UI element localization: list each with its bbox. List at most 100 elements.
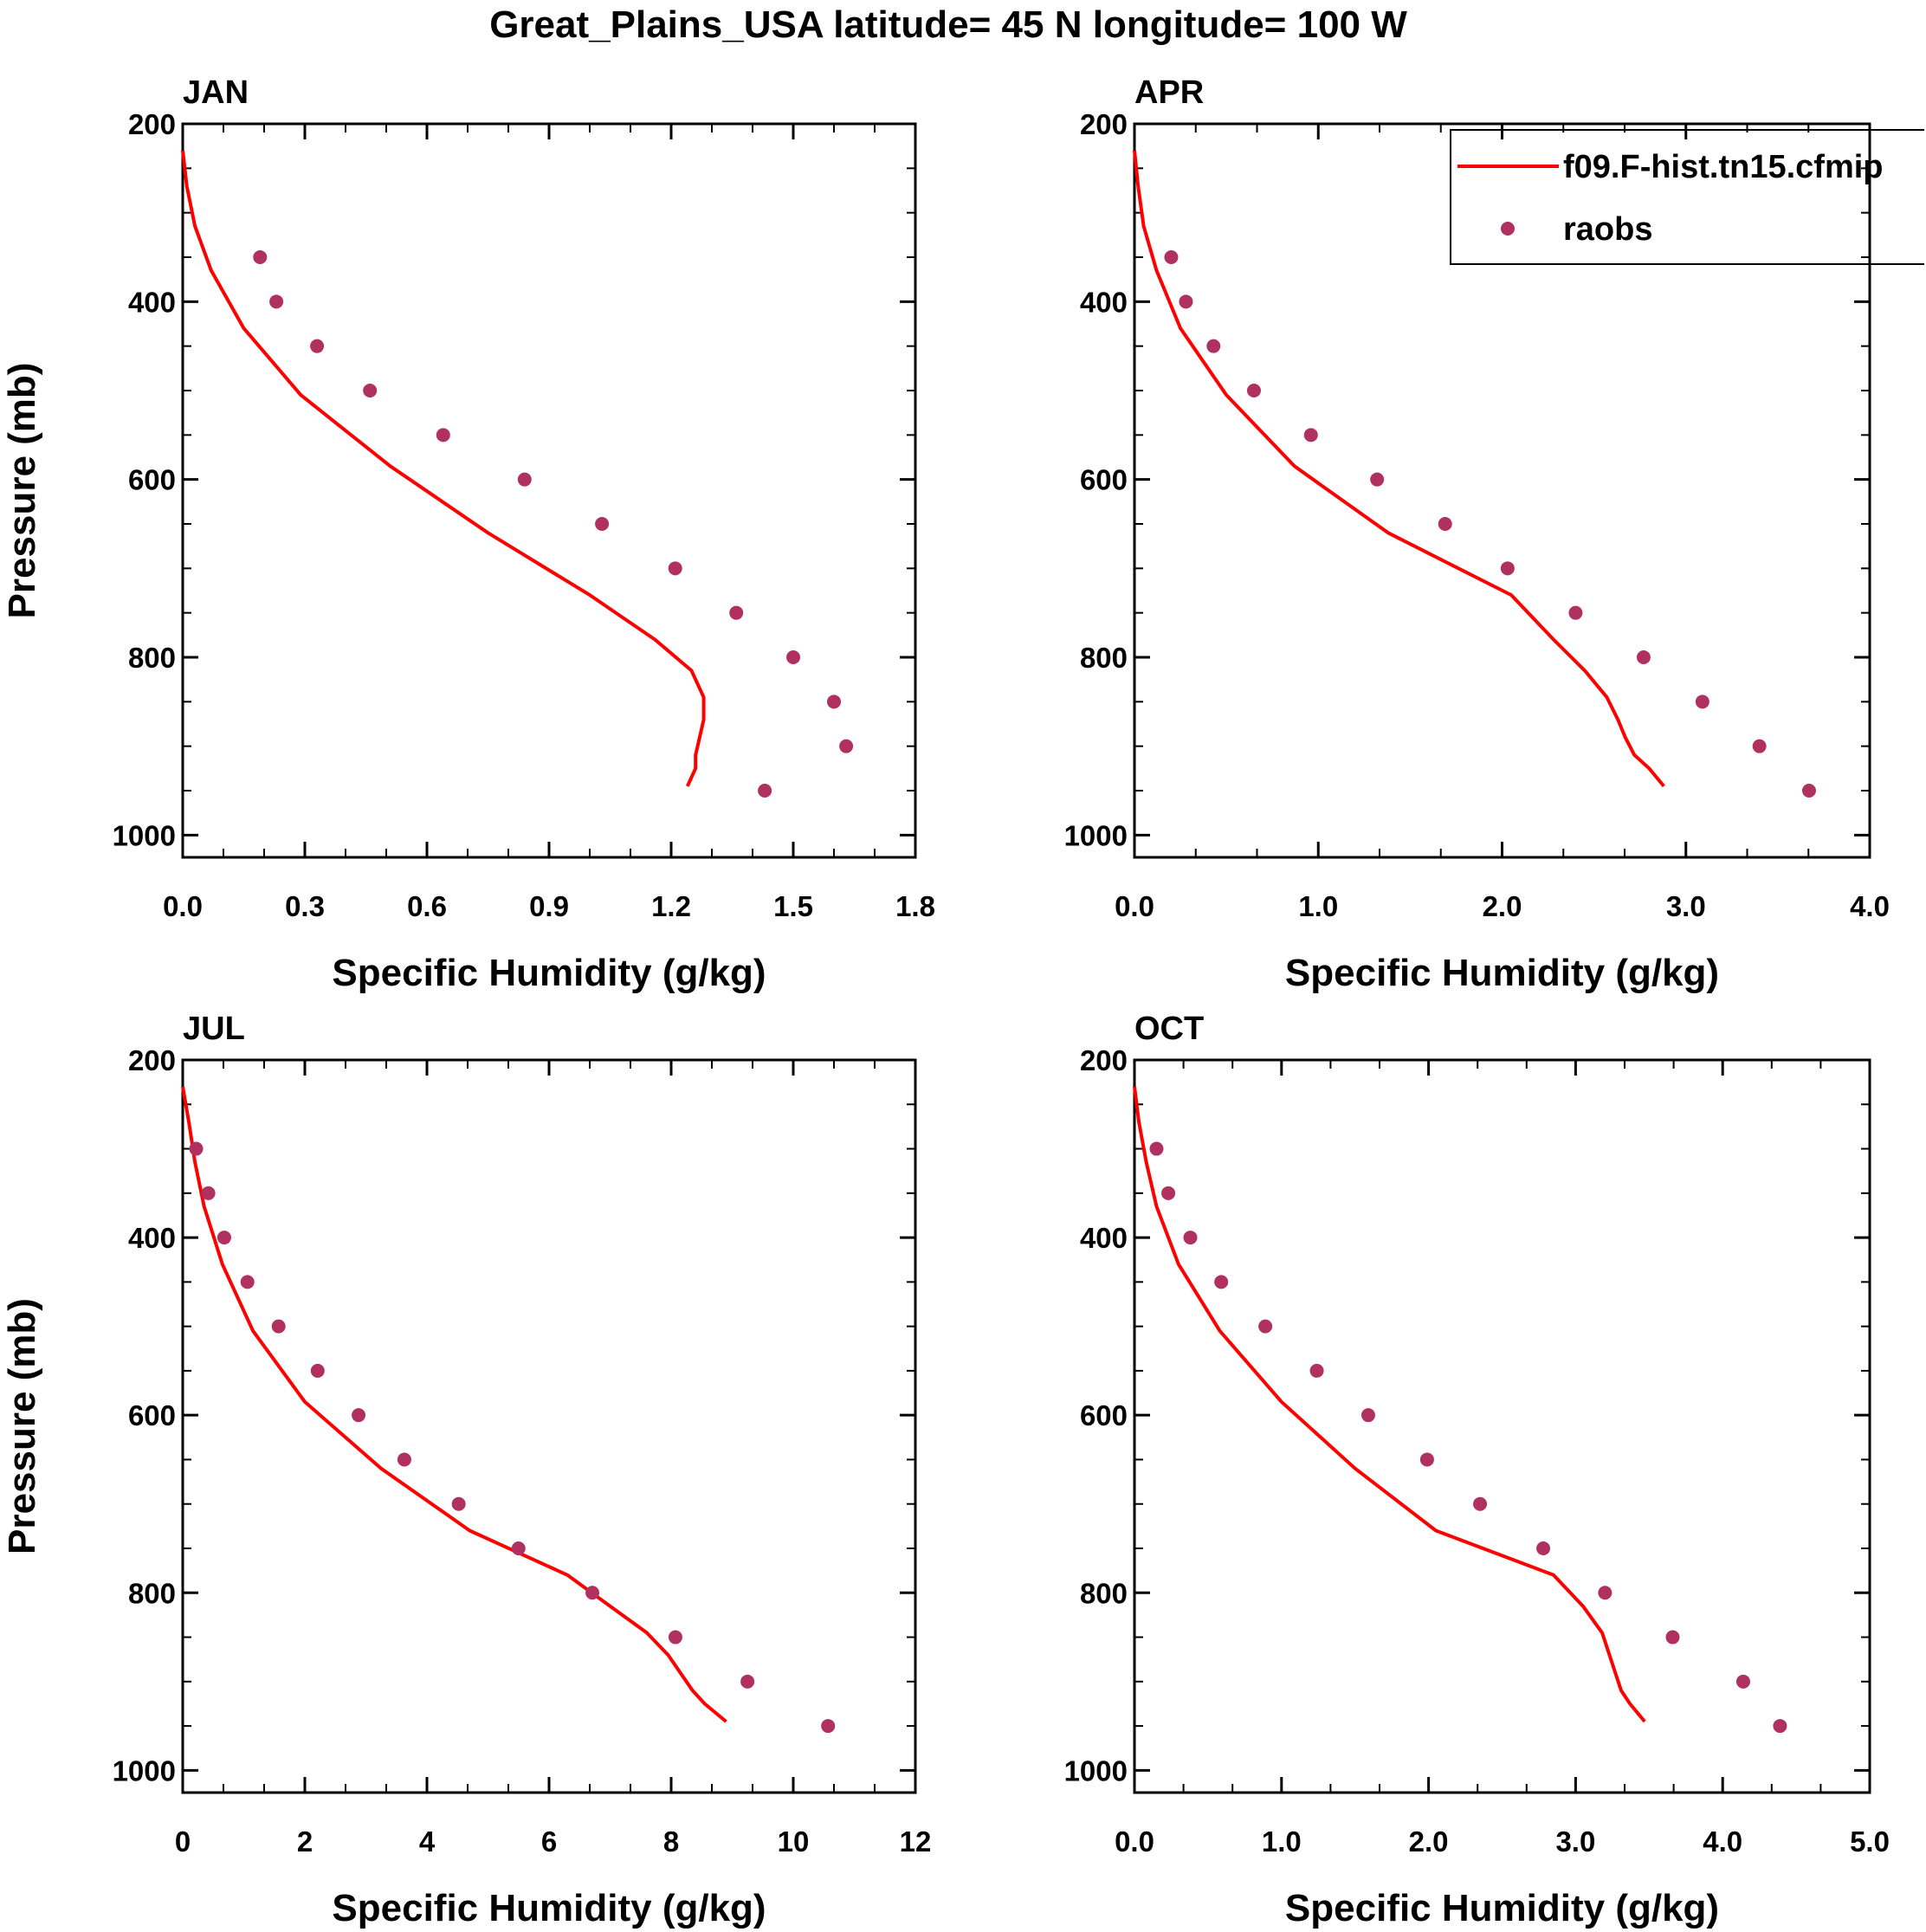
obs-point (397, 1452, 411, 1467)
x-tick-label: 0.9 (529, 890, 569, 922)
obs-point (595, 517, 610, 531)
obs-point (1303, 428, 1318, 443)
obs-point (827, 695, 841, 709)
obs-point (1801, 784, 1816, 798)
x-tick-label: 12 (900, 1825, 932, 1858)
y-tick-label: 800 (128, 642, 176, 674)
x-tick-label: 8 (663, 1825, 679, 1858)
obs-point (1206, 339, 1221, 353)
x-axis-label: Specific Humidity (g/kg) (1285, 1887, 1719, 1929)
panel-title: JAN (183, 74, 249, 111)
obs-point (1752, 739, 1767, 753)
obs-point (1773, 1719, 1787, 1734)
obs-point (363, 384, 378, 397)
obs-point (1360, 1408, 1375, 1423)
obs-point (758, 784, 772, 798)
panel-title: OCT (1134, 1011, 1204, 1047)
obs-point (217, 1231, 231, 1245)
x-tick-label: 1.8 (895, 890, 935, 922)
legend-model-label: f09.F-hist.tn15.cfmip (1563, 149, 1884, 185)
panel-apr: 0.0 1.0 2.0 3.0 4.0 200 400 600 800 1000 APR Specif… (1064, 74, 1924, 994)
panel-jul: 0 2 4 6 8 10 12 200 400 600 800 1000 JUL Specific Hum… (1, 1011, 931, 1929)
y-tick-label: 200 (128, 108, 176, 140)
obs-point (310, 1363, 325, 1378)
obs-point (821, 1719, 836, 1734)
legend: f09.F-hist.tn15.cfmip raobs (1450, 129, 1924, 265)
obs-point (1164, 250, 1179, 264)
obs-point (189, 1141, 204, 1156)
obs-point (1598, 1586, 1613, 1600)
obs-point (1500, 561, 1515, 576)
y-tick-label: 400 (128, 1222, 176, 1254)
figure-title: Great_Plains_USA latitude= 45 N longitud… (489, 3, 1407, 46)
y-tick-label: 1000 (1064, 1754, 1128, 1787)
obs-point (1665, 1630, 1680, 1644)
x-tick-label: 2.0 (1483, 890, 1522, 922)
legend-obs-swatch (1501, 222, 1515, 236)
x-tick-label: 4.0 (1850, 890, 1890, 922)
x-axis-label: Specific Humidity (g/kg) (332, 1887, 766, 1929)
panel-title: JUL (183, 1011, 245, 1047)
obs-point (310, 339, 325, 353)
obs-point (1473, 1496, 1488, 1511)
x-tick-label: 1.2 (651, 890, 691, 922)
y-tick-label: 800 (1080, 1577, 1128, 1609)
y-tick-label: 400 (128, 286, 176, 318)
obs-point (1246, 384, 1261, 397)
obs-point (436, 428, 450, 443)
x-tick-label: 4 (419, 1825, 436, 1858)
obs-point (352, 1408, 366, 1423)
obs-point (1161, 1186, 1176, 1200)
x-tick-label: 2 (297, 1825, 313, 1858)
x-tick-label: 1.0 (1298, 890, 1338, 922)
obs-point (1183, 1231, 1198, 1245)
obs-point (786, 650, 800, 664)
obs-point (1214, 1275, 1229, 1289)
obs-point (668, 561, 682, 576)
obs-point (1149, 1141, 1164, 1156)
y-tick-label: 400 (1080, 286, 1128, 318)
obs-point (271, 1319, 286, 1334)
obs-point (240, 1275, 255, 1289)
x-tick-label: 4.0 (1703, 1825, 1742, 1858)
obs-point (517, 472, 532, 487)
obs-point (1636, 650, 1651, 664)
y-tick-label: 200 (128, 1044, 176, 1076)
obs-point (1536, 1541, 1551, 1555)
x-tick-label: 0 (175, 1825, 191, 1858)
obs-point (585, 1586, 600, 1600)
obs-point (1438, 517, 1452, 531)
y-tick-label: 200 (1080, 1044, 1128, 1076)
model-line (1133, 150, 1665, 788)
obs-point (1309, 1363, 1324, 1378)
obs-point (740, 1674, 755, 1689)
x-tick-label: 1.5 (773, 890, 813, 922)
x-tick-label: 0.0 (163, 890, 203, 922)
y-axis-label: Pressure (mb) (1, 1298, 43, 1554)
panel-oct: 0.0 1.0 2.0 3.0 4.0 5.0 200 400 600 800 1000 OCT Spe… (1064, 1011, 1890, 1929)
x-axis-label: Specific Humidity (g/kg) (1285, 952, 1719, 994)
y-tick-label: 1000 (1064, 819, 1128, 851)
obs-point (511, 1541, 526, 1555)
obs-point (1370, 472, 1385, 487)
x-tick-label: 5.0 (1850, 1825, 1890, 1858)
plot-frame (1133, 1058, 1871, 1794)
x-axis-label: Specific Humidity (g/kg) (332, 952, 766, 994)
x-tick-label: 10 (778, 1825, 810, 1858)
y-tick-label: 600 (1080, 464, 1128, 496)
y-tick-label: 1000 (113, 819, 176, 851)
obs-point (1258, 1319, 1273, 1334)
obs-point (201, 1186, 216, 1200)
x-tick-label: 0.0 (1115, 890, 1154, 922)
y-tick-label: 600 (1080, 1399, 1128, 1431)
obs-point (1419, 1452, 1434, 1467)
y-tick-label: 600 (128, 1399, 176, 1431)
obs-point (668, 1630, 682, 1644)
obs-point (269, 294, 284, 309)
y-tick-label: 200 (1080, 108, 1128, 140)
x-tick-label: 3.0 (1666, 890, 1706, 922)
y-tick-label: 800 (128, 1577, 176, 1609)
x-tick-label: 0.3 (285, 890, 325, 922)
obs-point (451, 1496, 466, 1511)
